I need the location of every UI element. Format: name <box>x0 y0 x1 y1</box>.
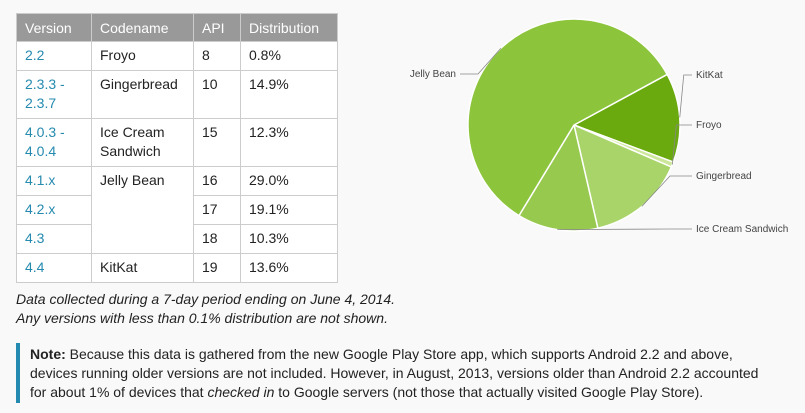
pie-slice-gingerbread <box>572 123 673 230</box>
distribution-cell: 14.9% <box>240 70 338 119</box>
slice-label: Gingerbread <box>696 171 752 182</box>
distribution-table: Version Codename API Distribution 2.2 Fr… <box>16 13 338 283</box>
distribution-cell: 10.3% <box>240 224 338 254</box>
api-cell: 8 <box>193 41 241 71</box>
leader-line <box>671 124 692 165</box>
note-box: Note: Because this data is gathered from… <box>16 343 776 403</box>
version-link[interactable]: 4.0.3 -4.0.4 <box>16 118 92 167</box>
note-text-2: to Google servers (not those that actual… <box>274 384 704 400</box>
version-link[interactable]: 4.1.x <box>16 166 92 196</box>
leader-line <box>460 47 502 75</box>
api-cell: 15 <box>193 118 241 167</box>
slice-label: Ice Cream Sandwich <box>696 224 788 235</box>
pie-slice-kitkat <box>572 73 681 164</box>
api-cell: 18 <box>193 224 241 254</box>
table-row: 4.0.3 -4.0.4 Ice Cream Sandwich 15 12.3% <box>16 118 338 167</box>
table-row: 4.2.x 17 19.1% <box>16 195 338 225</box>
api-cell: 16 <box>193 166 241 196</box>
caption-line-2: Any versions with less than 0.1% distrib… <box>16 310 388 326</box>
version-link[interactable]: 4.2.x <box>16 195 92 225</box>
table-row: 4.4 KitKat 19 13.6% <box>16 253 338 283</box>
note-text-1: Because this data is gathered from the n… <box>30 346 759 400</box>
version-link[interactable]: 2.3.3 -2.3.7 <box>16 70 92 119</box>
header-version: Version <box>16 13 92 42</box>
pie-slice-ice-cream-sandwich <box>517 123 599 232</box>
pie-slice-jelly-bean <box>467 18 669 217</box>
table-header-row: Version Codename API Distribution <box>16 13 338 42</box>
leader-line <box>679 74 692 118</box>
api-cell: 10 <box>193 70 241 119</box>
caption-line-1: Data collected during a 7-day period end… <box>16 291 396 307</box>
header-api: API <box>193 13 241 42</box>
version-link[interactable]: 4.3 <box>16 224 92 254</box>
codename-cell: Jelly Bean <box>91 166 194 254</box>
distribution-cell: 19.1% <box>240 195 338 225</box>
codename-cell: Ice Cream Sandwich <box>91 118 194 167</box>
slice-label: KitKat <box>696 70 723 81</box>
api-cell: 17 <box>193 195 241 225</box>
slice-label: Jelly Bean <box>410 69 456 80</box>
api-cell: 19 <box>193 253 241 283</box>
table-row: 4.1.x Jelly Bean 16 29.0% <box>16 166 338 254</box>
table-row: 4.3 18 10.3% <box>16 224 338 254</box>
leader-line <box>641 175 692 207</box>
distribution-cell: 29.0% <box>240 166 338 196</box>
codename-cell: Froyo <box>91 41 194 71</box>
header-distribution: Distribution <box>240 13 338 42</box>
note-emphasis: checked in <box>207 384 275 400</box>
distribution-cell: 0.8% <box>240 41 338 71</box>
version-link[interactable]: 4.4 <box>16 253 92 283</box>
note-label: Note: <box>30 346 66 362</box>
codename-cell: KitKat <box>91 253 194 283</box>
distribution-cell: 13.6% <box>240 253 338 283</box>
leader-line <box>557 228 692 231</box>
data-caption: Data collected during a 7-day period end… <box>16 290 395 328</box>
codename-cell: Gingerbread <box>91 70 194 119</box>
distribution-pie-chart: KitKat Froyo Gingerbread Ice Cream Sandwich… <box>410 18 788 235</box>
slice-label: Froyo <box>696 120 722 131</box>
header-codename: Codename <box>91 13 194 42</box>
table-row: 2.3.3 -2.3.7 Gingerbread 10 14.9% <box>16 70 338 119</box>
version-link[interactable]: 2.2 <box>16 41 92 71</box>
table-row: 2.2 Froyo 8 0.8% <box>16 41 338 71</box>
distribution-cell: 12.3% <box>240 118 338 167</box>
